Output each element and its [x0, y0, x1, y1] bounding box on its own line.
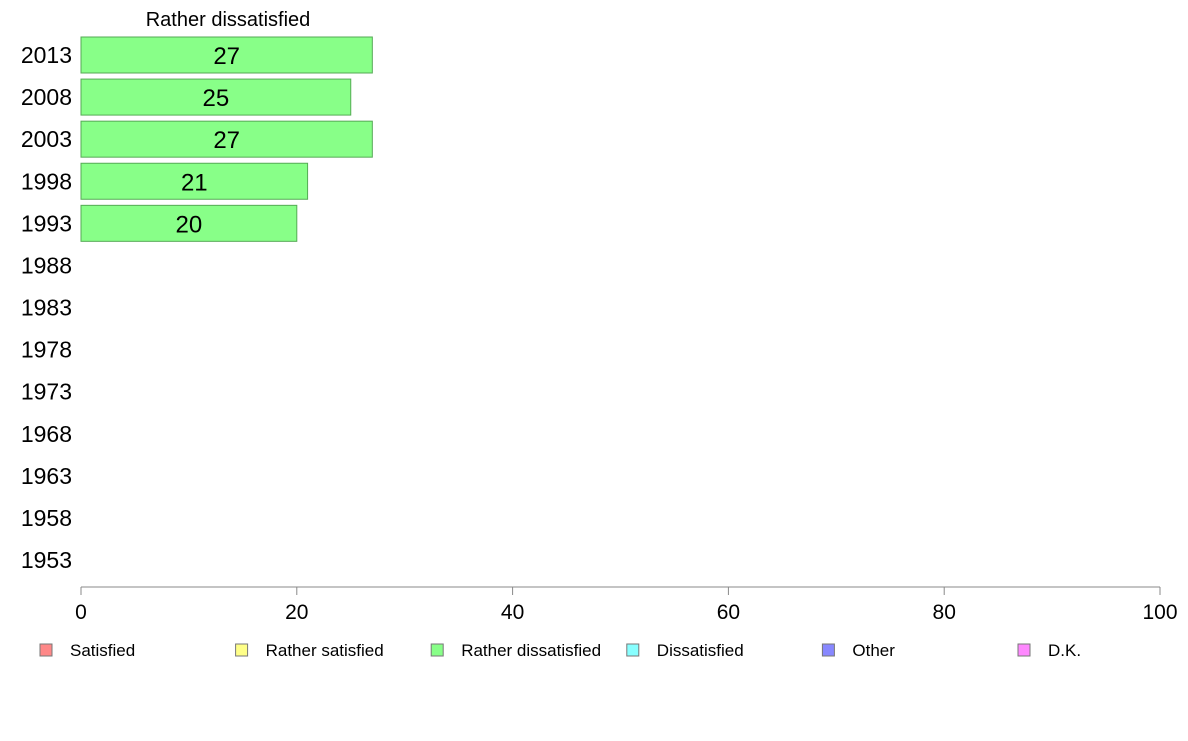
y-tick-label: 1968: [21, 421, 72, 447]
y-tick-label: 1973: [21, 379, 72, 405]
bar: [80, 162, 309, 200]
bar-value-label: 20: [176, 211, 203, 238]
y-tick-label: 1978: [21, 337, 72, 363]
legend-swatch: [430, 643, 444, 657]
x-tick-label: 0: [75, 601, 87, 624]
bar-value-label: 25: [203, 85, 230, 112]
bar-value-label: 27: [213, 127, 240, 154]
bar: [80, 36, 373, 74]
x-tick-label: 20: [285, 601, 308, 624]
y-tick-label: 1988: [21, 252, 72, 278]
legend-label: Other: [852, 641, 895, 660]
bar-value-label: 27: [213, 43, 240, 70]
legend-swatch: [39, 643, 53, 657]
legend-label: D.K.: [1048, 641, 1081, 660]
y-tick-label: 1953: [21, 547, 72, 573]
y-tick-label: 2008: [21, 84, 72, 110]
y-tick-label: 1983: [21, 295, 72, 321]
legend: Satisfied Rather satisfied Rather dissatis…: [39, 641, 1081, 660]
legend-swatch: [821, 643, 835, 657]
y-tick-label: 2003: [21, 126, 72, 152]
legend-swatch: [626, 643, 640, 657]
legend-label: Dissatisfied: [657, 641, 744, 660]
x-axis: 0 20 40 60 80 100: [75, 586, 1178, 624]
legend-label: Rather satisfied: [266, 641, 384, 660]
y-tick-label: 1993: [21, 210, 72, 236]
y-tick-label: 1963: [21, 463, 72, 489]
x-tick-label: 60: [717, 601, 740, 624]
bar: [80, 78, 352, 116]
y-tick-label: 1958: [21, 505, 72, 531]
x-tick-label: 40: [501, 601, 524, 624]
x-tick-label: 100: [1142, 601, 1177, 624]
legend-swatch: [235, 643, 249, 657]
x-tick-label: 80: [933, 601, 956, 624]
y-axis-labels: 2013 2008 2003 1998 1993 1988 1983 1978 1973 1968…: [21, 42, 72, 573]
chart-title: Rather dissatisfied: [146, 9, 311, 31]
bar: [80, 120, 373, 158]
y-tick-label: 1998: [21, 168, 72, 194]
y-tick-label: 2013: [21, 42, 72, 68]
bar: [80, 204, 298, 242]
legend-label: Rather dissatisfied: [461, 641, 601, 660]
legend-swatch: [1017, 643, 1031, 657]
legend-label: Satisfied: [70, 641, 135, 660]
bar-value-label: 21: [181, 169, 208, 196]
